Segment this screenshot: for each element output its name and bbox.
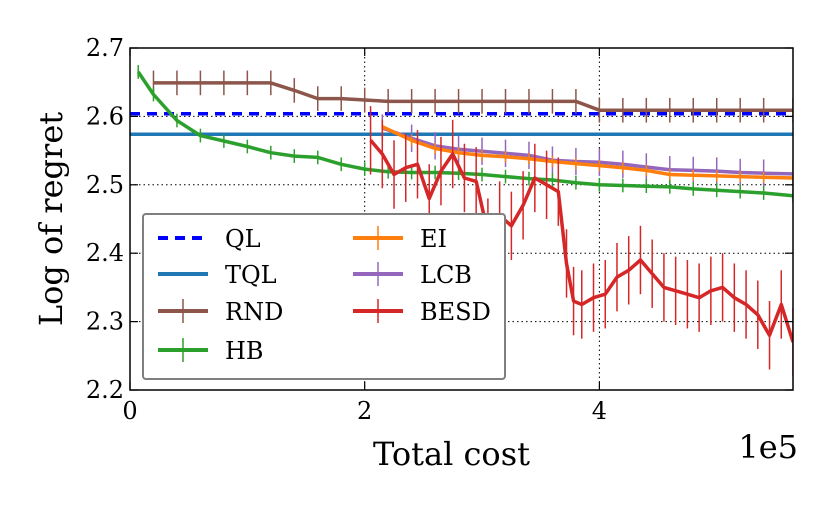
legend-label-besd: BESD bbox=[420, 298, 491, 326]
legend-label-rnd: RND bbox=[225, 298, 283, 326]
legend-item-ei: EI bbox=[353, 225, 447, 253]
legend-item-tql: TQL bbox=[158, 261, 277, 289]
legend-label-ei: EI bbox=[420, 225, 447, 253]
x-axis-label: Total cost bbox=[373, 435, 530, 473]
lcb-line bbox=[381, 126, 793, 176]
plot-frame bbox=[129, 47, 794, 391]
axis-ticks: 0 2 4 2.2 2.3 2.4 2.5 2.6 2.7 bbox=[86, 34, 793, 425]
series-ei bbox=[381, 121, 793, 184]
hb-line bbox=[136, 70, 793, 198]
y-tick-label: 2.3 bbox=[86, 308, 124, 336]
series-hb bbox=[136, 65, 793, 203]
legend-item-rnd: RND bbox=[158, 298, 283, 326]
y-tick-label: 2.2 bbox=[86, 376, 124, 404]
legend-label-lcb: LCB bbox=[420, 261, 472, 289]
ei-line bbox=[381, 125, 793, 180]
y-tick-label: 2.6 bbox=[86, 102, 124, 130]
y-tick-label: 2.4 bbox=[86, 239, 124, 267]
y-axis-label: Log of regret bbox=[32, 112, 70, 326]
legend: QL TQL RND HB EI LCB BESD bbox=[142, 213, 506, 380]
legend-item-hb: HB bbox=[158, 337, 264, 365]
y-tick-label: 2.5 bbox=[86, 171, 124, 199]
rnd-line bbox=[153, 81, 793, 112]
x-tick-label: 0 bbox=[122, 397, 137, 425]
x-axis-multiplier: 1e5 bbox=[738, 428, 798, 466]
legend-item-ql: QL bbox=[158, 225, 261, 253]
legend-item-lcb: LCB bbox=[353, 261, 472, 289]
legend-label-tql: TQL bbox=[225, 261, 277, 289]
legend-item-besd: BESD bbox=[353, 298, 491, 326]
besd-line bbox=[369, 139, 793, 343]
legend-box bbox=[142, 213, 506, 380]
legend-label-ql: QL bbox=[225, 225, 261, 253]
x-tick-label: 2 bbox=[357, 397, 372, 425]
series-layer bbox=[130, 65, 793, 377]
x-tick-label: 4 bbox=[592, 397, 607, 425]
y-tick-label: 2.7 bbox=[86, 34, 124, 62]
series-rnd bbox=[152, 70, 793, 123]
series-besd bbox=[369, 106, 793, 377]
legend-label-hb: HB bbox=[225, 337, 264, 365]
